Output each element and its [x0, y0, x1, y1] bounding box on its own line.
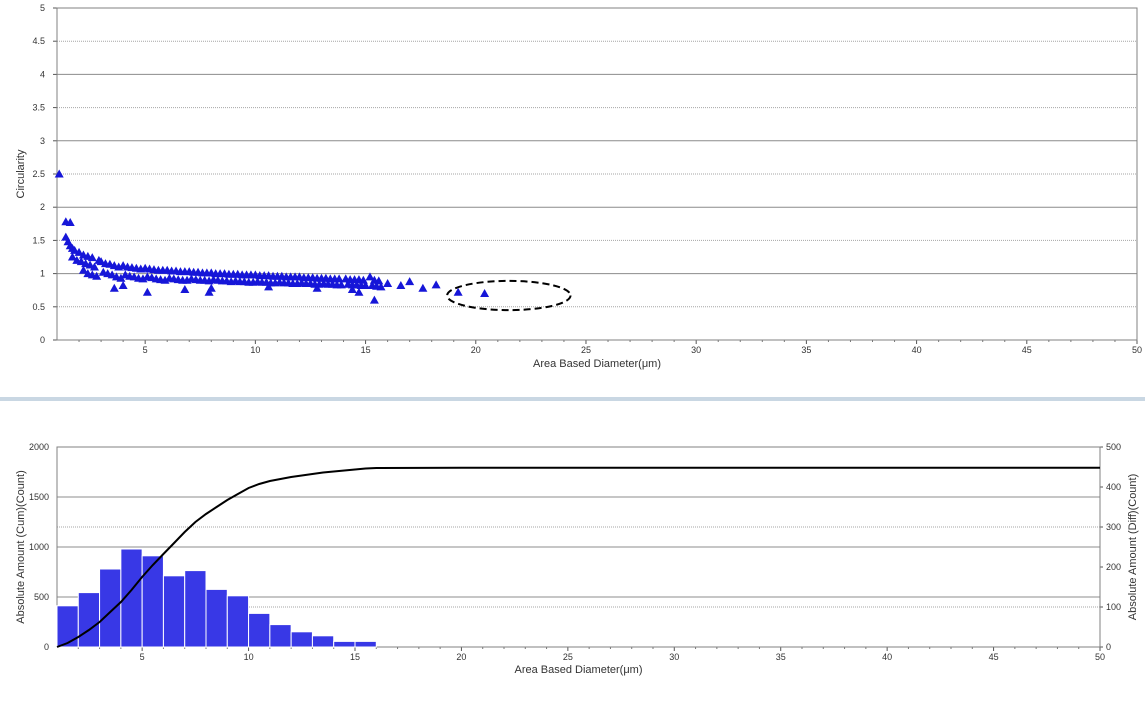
scatter-y-tick-label: 1.5 [32, 235, 45, 245]
histogram-bar [184, 570, 207, 648]
hist-x-tick-label: 40 [882, 652, 892, 662]
scatter-point-marker [116, 273, 126, 282]
chart-divider [0, 397, 1145, 401]
scatter-x-tick-label: 40 [912, 345, 922, 355]
scatter-point-marker [365, 272, 375, 281]
scatter-y-tick-label: 4 [40, 69, 45, 79]
scatter-point-marker [354, 287, 364, 296]
scatter-point-marker [264, 282, 274, 291]
scatter-point-marker [65, 217, 75, 226]
scatter-y-tick-label: 3.5 [32, 103, 45, 113]
circularity-scatter-chart: 0 0.5 1 1.5 2 2.5 3 3.5 4 4.5 5 5 10 15 20 25 30 35 40 45 50… [15, 3, 1142, 370]
histogram-bar [290, 631, 313, 648]
cumulative-count-line [56, 466, 1100, 648]
hist-right-y-tick-label: 0 [1106, 642, 1111, 652]
scatter-point-marker [418, 283, 428, 292]
scatter-point-marker [78, 265, 88, 274]
histogram-bar [311, 635, 335, 648]
scatter-point-marker [89, 262, 99, 271]
scatter-y-tick-label: 0 [40, 335, 45, 345]
scatter-point-marker [118, 281, 128, 290]
hist-x-tick-label: 20 [456, 652, 466, 662]
histogram-bar [205, 588, 228, 648]
histogram-bar [354, 640, 377, 648]
scatter-y-axis-title: Circularity [15, 149, 27, 198]
hist-right-y-tick-label: 400 [1106, 482, 1121, 492]
scatter-x-tick-label: 50 [1132, 345, 1142, 355]
scatter-point-marker [74, 247, 84, 256]
histogram-bar [99, 568, 122, 648]
hist-x-tick-label: 45 [989, 652, 999, 662]
scatter-point-marker [383, 279, 393, 288]
histogram-bar [226, 595, 250, 648]
scatter-point-marker [180, 285, 190, 294]
scatter-point-marker [87, 253, 97, 262]
absolute-amount-histogram-chart: 0 500 1000 1500 2000 0 100 200 300 400 500 5 10 15 20 2… [15, 442, 1139, 676]
scatter-x-tick-label: 5 [143, 345, 148, 355]
scatter-y-tick-label: 2 [40, 202, 45, 212]
scatter-point-marker [405, 277, 415, 286]
hist-x-tick-label: 30 [669, 652, 679, 662]
highlight-dashed-ellipse [446, 279, 572, 312]
hist-x-tick-label: 25 [563, 652, 573, 662]
hist-x-axis-title: Area Based Diameter(μm) [515, 664, 643, 676]
hist-right-y-axis-title: Absolute Amount (Diff)(Count) [1127, 474, 1139, 621]
scatter-y-tick-label: 2.5 [32, 169, 45, 179]
scatter-point-marker [336, 280, 346, 289]
histogram-bar [56, 605, 79, 648]
histogram-bar [77, 592, 101, 648]
hist-left-y-tick-label: 1000 [29, 542, 49, 552]
scatter-x-tick-label: 35 [801, 345, 811, 355]
histogram-bar [333, 640, 356, 648]
scatter-y-tick-label: 4.5 [32, 36, 45, 46]
scatter-point-marker [369, 295, 379, 304]
scatter-point-marker [376, 282, 386, 291]
scatter-y-tick-label: 1 [40, 269, 45, 279]
hist-x-tick-label: 15 [350, 652, 360, 662]
hist-x-tick-label: 5 [140, 652, 145, 662]
hist-left-y-tick-label: 1500 [29, 492, 49, 502]
scatter-point-marker [334, 274, 344, 283]
scatter-x-tick-label: 20 [471, 345, 481, 355]
scatter-x-tick-label: 25 [581, 345, 591, 355]
histogram-bar [162, 575, 186, 648]
hist-left-y-tick-label: 500 [34, 592, 49, 602]
scatter-x-tick-label: 45 [1022, 345, 1032, 355]
hist-left-y-axis-title: Absolute Amount (Cum)(Count) [15, 470, 27, 623]
scatter-x-tick-label: 10 [250, 345, 260, 355]
hist-right-y-tick-label: 500 [1106, 442, 1121, 452]
hist-right-y-tick-label: 200 [1106, 562, 1121, 572]
hist-x-tick-label: 50 [1095, 652, 1105, 662]
scatter-point-marker [92, 271, 102, 280]
scatter-y-tick-label: 3 [40, 136, 45, 146]
scatter-x-tick-label: 30 [691, 345, 701, 355]
scatter-y-tick-label: 0.5 [32, 302, 45, 312]
scatter-point-marker [361, 281, 371, 290]
hist-plot-frame [56, 446, 1101, 648]
hist-left-y-tick-label: 2000 [29, 442, 49, 452]
scatter-point-marker [396, 281, 406, 290]
scatter-point-marker [480, 289, 490, 298]
scatter-point-marker [109, 283, 119, 292]
histogram-bar [141, 555, 164, 648]
histogram-bar [248, 612, 271, 648]
scatter-point-marker [431, 280, 441, 289]
hist-right-y-tick-label: 300 [1106, 522, 1121, 532]
scatter-y-tick-label: 5 [40, 3, 45, 13]
scatter-x-tick-label: 15 [361, 345, 371, 355]
histogram-bar [269, 624, 292, 648]
scatter-point-marker [54, 169, 64, 178]
scatter-point-marker [142, 287, 152, 296]
scatter-point-marker [347, 285, 357, 294]
hist-x-tick-label: 35 [776, 652, 786, 662]
scatter-point-marker [453, 287, 463, 296]
hist-x-tick-label: 10 [244, 652, 254, 662]
scatter-point-marker [206, 283, 216, 292]
scatter-point-marker [312, 283, 322, 292]
hist-right-y-tick-label: 100 [1106, 602, 1121, 612]
scatter-x-axis-title: Area Based Diameter(μm) [533, 358, 661, 370]
hist-left-y-tick-label: 0 [44, 642, 49, 652]
scatter-point-marker [67, 252, 77, 261]
